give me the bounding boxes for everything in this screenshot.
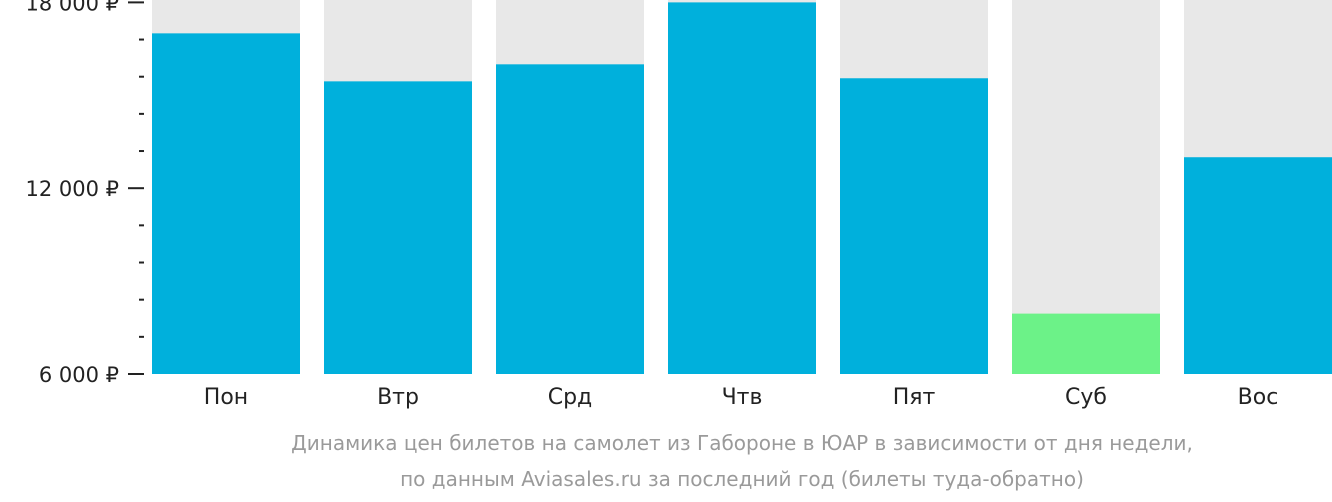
x-tick-label: Пят — [893, 385, 936, 410]
x-tick-label: Чтв — [722, 385, 763, 410]
y-tick-label: 12 000 ₽ — [25, 177, 119, 201]
bar — [840, 78, 988, 375]
bar — [152, 33, 300, 375]
chart-caption-line-2: по данным Aviasales.ru за последний год … — [400, 467, 1084, 491]
bar — [1012, 313, 1160, 374]
bar-chart: Пон Втр Срд Чтв Пят Суб Вос 6 000 ₽ 12 000 ₽ 18 0… — [25, 0, 1332, 410]
x-tick-label: Втр — [377, 385, 419, 410]
x-tick-label: Суб — [1065, 385, 1107, 410]
x-tick-label: Пон — [204, 385, 248, 410]
bar — [496, 64, 644, 375]
y-tick-label: 18 000 ₽ — [25, 0, 119, 15]
x-tick-label: Срд — [548, 385, 593, 410]
x-tick-label: Вос — [1238, 385, 1279, 410]
bar-track — [1012, 0, 1160, 374]
y-tick-label: 6 000 ₽ — [39, 363, 119, 387]
bar — [324, 81, 472, 375]
bar — [1184, 157, 1332, 374]
chart-caption-line-1: Динамика цен билетов на самолет из Габор… — [291, 431, 1193, 455]
bar — [668, 2, 816, 375]
